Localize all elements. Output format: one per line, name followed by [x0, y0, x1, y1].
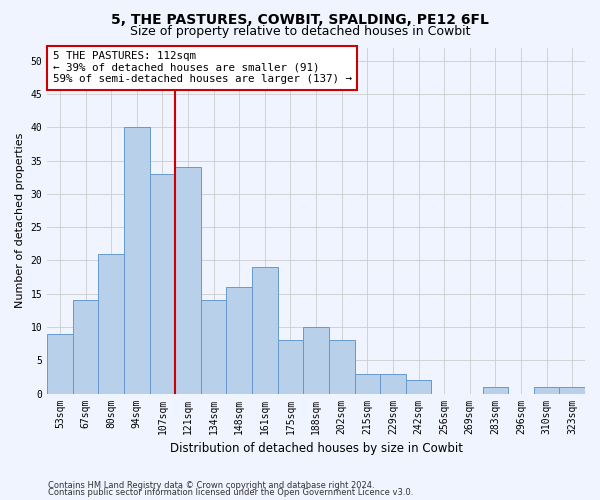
- Text: Contains HM Land Registry data © Crown copyright and database right 2024.: Contains HM Land Registry data © Crown c…: [48, 480, 374, 490]
- X-axis label: Distribution of detached houses by size in Cowbit: Distribution of detached houses by size …: [170, 442, 463, 455]
- Y-axis label: Number of detached properties: Number of detached properties: [15, 133, 25, 308]
- Text: Contains public sector information licensed under the Open Government Licence v3: Contains public sector information licen…: [48, 488, 413, 497]
- Text: 5 THE PASTURES: 112sqm
← 39% of detached houses are smaller (91)
59% of semi-det: 5 THE PASTURES: 112sqm ← 39% of detached…: [53, 51, 352, 84]
- Bar: [73, 300, 98, 394]
- Bar: [201, 300, 226, 394]
- Bar: [124, 128, 149, 394]
- Bar: [329, 340, 355, 394]
- Bar: [98, 254, 124, 394]
- Bar: [380, 374, 406, 394]
- Bar: [355, 374, 380, 394]
- Bar: [278, 340, 303, 394]
- Bar: [252, 267, 278, 394]
- Bar: [559, 387, 585, 394]
- Bar: [149, 174, 175, 394]
- Bar: [175, 168, 201, 394]
- Bar: [534, 387, 559, 394]
- Text: Size of property relative to detached houses in Cowbit: Size of property relative to detached ho…: [130, 25, 470, 38]
- Bar: [303, 327, 329, 394]
- Text: 5, THE PASTURES, COWBIT, SPALDING, PE12 6FL: 5, THE PASTURES, COWBIT, SPALDING, PE12 …: [111, 12, 489, 26]
- Bar: [406, 380, 431, 394]
- Bar: [47, 334, 73, 394]
- Bar: [482, 387, 508, 394]
- Bar: [226, 287, 252, 394]
